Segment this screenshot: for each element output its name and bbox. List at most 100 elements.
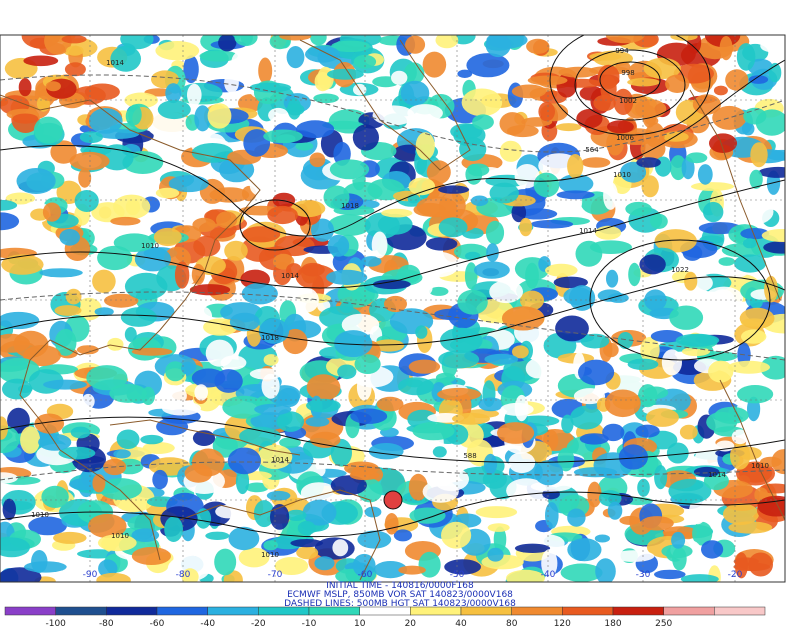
field-patch [668, 478, 712, 504]
field-patch [407, 104, 443, 123]
field-patch [241, 282, 278, 305]
colorbar-label: -10 [302, 619, 317, 629]
longitude-label: -50 [450, 570, 465, 580]
caption-line: DASHED LINES: 500MB HGT SAT 140823/0000V… [284, 599, 516, 609]
field-patch [723, 503, 759, 525]
field-patch [302, 499, 337, 526]
field-patch [258, 318, 290, 344]
field-patch [595, 558, 616, 582]
field-patch [665, 74, 690, 94]
field-patch [731, 429, 749, 445]
field-patch [165, 83, 182, 104]
colorbar-label: -100 [45, 619, 66, 629]
field-patch [272, 192, 296, 208]
field-patch [465, 251, 481, 261]
field-patch [496, 422, 535, 444]
field-patch [760, 456, 782, 468]
field-patch [612, 550, 655, 562]
field-patch [306, 398, 341, 413]
field-patch [218, 35, 237, 52]
field-patch [514, 164, 540, 189]
field-patch [368, 443, 404, 460]
field-patch [59, 229, 80, 246]
overlays [0, 35, 785, 582]
field-patch [438, 185, 470, 194]
graticule [0, 35, 785, 582]
field-patch [290, 200, 326, 218]
field-patch [313, 93, 339, 104]
field-patch [96, 572, 131, 582]
field-patch [511, 84, 547, 99]
field-patch [645, 122, 665, 148]
field-patch [639, 254, 666, 275]
field-patch [474, 261, 510, 279]
field-patch [193, 235, 221, 257]
field-patch [234, 35, 258, 47]
field-patch [228, 526, 260, 551]
field-patch [440, 327, 483, 354]
field-patch [422, 51, 447, 78]
longitude-label: -60 [358, 570, 373, 580]
colorbar-label: 80 [506, 619, 518, 629]
field-patch [627, 78, 660, 87]
field-patch [124, 92, 158, 109]
field-patch [58, 446, 96, 460]
longitude-label: -40 [541, 570, 556, 580]
contour-label: 994 [615, 47, 629, 55]
vorticity-field [0, 35, 785, 582]
contour-label: 1006 [616, 134, 634, 142]
field-patch [623, 235, 664, 247]
field-patch [650, 213, 668, 229]
contour-label: 588 [463, 452, 476, 460]
field-patch [697, 164, 713, 185]
field-patch [725, 69, 749, 91]
field-patch [438, 350, 480, 369]
field-patch [78, 168, 92, 188]
field-patch [444, 559, 481, 575]
field-patch [730, 442, 751, 470]
field-patch [541, 549, 558, 578]
colorbar-box [460, 606, 512, 616]
contour-label: 1014 [271, 456, 289, 464]
field-patch [235, 468, 250, 495]
colorbar-label: 120 [554, 619, 571, 629]
field-patch [165, 361, 186, 382]
field-patch [457, 69, 473, 79]
field-patch [61, 35, 87, 44]
field-patch [159, 385, 187, 407]
field-patch [579, 433, 609, 445]
field-patch [181, 361, 195, 375]
field-patch [110, 216, 141, 226]
field-patch [742, 238, 757, 249]
field-patch [693, 466, 720, 477]
field-patch [266, 490, 291, 501]
field-patch [99, 478, 142, 500]
field-patch [205, 531, 230, 540]
contour-label: 998 [621, 69, 634, 77]
field-patch [295, 141, 314, 151]
field-patch [84, 83, 120, 101]
field-patch [296, 120, 335, 139]
field-patch [525, 358, 550, 379]
field-patch [194, 384, 208, 401]
colorbar-label: 10 [354, 619, 366, 629]
field-patch [661, 544, 693, 559]
field-patch [719, 36, 733, 61]
colorbar-box [55, 606, 107, 616]
field-patch [654, 465, 668, 490]
field-patch [761, 229, 785, 242]
contour-label: 1014 [708, 471, 726, 479]
field-patch [578, 359, 615, 386]
field-patch [300, 482, 337, 504]
field-patch [690, 182, 735, 191]
field-patch [666, 442, 689, 464]
field-patch [560, 563, 603, 582]
field-patch [74, 190, 99, 212]
field-patch [407, 194, 420, 204]
field-patch [461, 88, 503, 117]
colorbar-label: 250 [655, 619, 672, 629]
isobars [0, 35, 785, 538]
field-patch [467, 163, 490, 177]
field-patch [120, 35, 154, 50]
